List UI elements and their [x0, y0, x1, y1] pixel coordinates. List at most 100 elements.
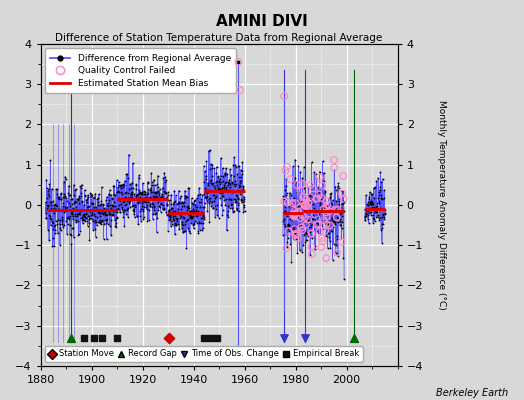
- Point: [138, 200, 146, 206]
- Point: [192, 207, 200, 214]
- Point: [203, 193, 211, 200]
- Point: [122, 189, 130, 196]
- Point: [137, 198, 146, 204]
- Point: [164, 211, 172, 218]
- Point: [227, 188, 236, 194]
- Point: [173, 216, 181, 222]
- Point: [170, 208, 179, 214]
- Point: [135, 187, 144, 194]
- Point: [149, 194, 158, 201]
- Point: [300, 232, 308, 238]
- Point: [202, 173, 210, 179]
- Point: [364, 202, 372, 209]
- Point: [222, 178, 230, 185]
- Point: [112, 214, 120, 221]
- Point: [224, 214, 232, 220]
- Point: [144, 190, 152, 196]
- Point: [59, 194, 68, 200]
- Point: [140, 199, 149, 206]
- Point: [45, 212, 53, 218]
- Point: [327, 219, 335, 225]
- Point: [70, 200, 79, 206]
- Point: [287, 230, 296, 236]
- Point: [236, 180, 245, 186]
- Point: [60, 194, 69, 200]
- Point: [238, 171, 246, 178]
- Point: [300, 202, 309, 208]
- Point: [290, 212, 298, 219]
- Point: [296, 202, 304, 209]
- Point: [282, 164, 291, 170]
- Point: [125, 194, 134, 200]
- Point: [101, 210, 110, 217]
- Point: [123, 195, 132, 201]
- Point: [316, 230, 324, 237]
- Point: [237, 174, 245, 180]
- Point: [215, 175, 224, 182]
- Point: [306, 192, 314, 199]
- Point: [106, 210, 114, 217]
- Point: [56, 221, 64, 228]
- Point: [337, 239, 346, 245]
- Point: [153, 194, 161, 201]
- Point: [108, 208, 116, 214]
- Point: [312, 198, 321, 205]
- Point: [165, 217, 173, 223]
- Point: [228, 205, 236, 211]
- Point: [211, 213, 220, 220]
- Point: [281, 204, 289, 210]
- Point: [201, 194, 209, 200]
- Point: [113, 214, 121, 221]
- Point: [225, 195, 233, 202]
- Point: [303, 203, 311, 210]
- Point: [368, 201, 376, 207]
- Point: [373, 206, 381, 212]
- Point: [184, 185, 192, 192]
- Point: [96, 210, 104, 216]
- Point: [57, 196, 65, 202]
- Point: [299, 242, 308, 248]
- Point: [296, 188, 304, 194]
- Point: [302, 236, 311, 243]
- Point: [314, 230, 322, 236]
- Point: [70, 198, 79, 204]
- Point: [374, 212, 382, 218]
- Point: [231, 183, 239, 190]
- Point: [219, 207, 227, 214]
- Point: [317, 207, 325, 213]
- Point: [78, 214, 86, 220]
- Point: [108, 196, 116, 202]
- Point: [227, 180, 236, 186]
- Point: [128, 194, 136, 200]
- Point: [318, 182, 326, 189]
- Point: [305, 191, 314, 197]
- Point: [67, 196, 75, 203]
- Point: [340, 276, 348, 282]
- Point: [216, 181, 225, 188]
- Point: [286, 176, 294, 182]
- Point: [336, 222, 345, 228]
- Point: [333, 214, 342, 220]
- Point: [304, 192, 313, 198]
- Point: [326, 228, 335, 234]
- Point: [134, 200, 142, 206]
- Point: [86, 190, 94, 196]
- Point: [290, 214, 298, 220]
- Point: [169, 215, 177, 222]
- Point: [319, 202, 328, 208]
- Point: [314, 221, 322, 228]
- Point: [293, 213, 302, 219]
- Point: [42, 185, 51, 192]
- Point: [83, 198, 91, 205]
- Point: [153, 215, 161, 221]
- Point: [379, 206, 387, 212]
- Point: [287, 259, 296, 266]
- Point: [188, 208, 196, 214]
- Point: [179, 214, 187, 221]
- Point: [137, 218, 145, 224]
- Point: [109, 211, 117, 217]
- Point: [124, 214, 132, 220]
- Point: [187, 213, 195, 219]
- Point: [236, 190, 244, 197]
- Point: [60, 178, 68, 185]
